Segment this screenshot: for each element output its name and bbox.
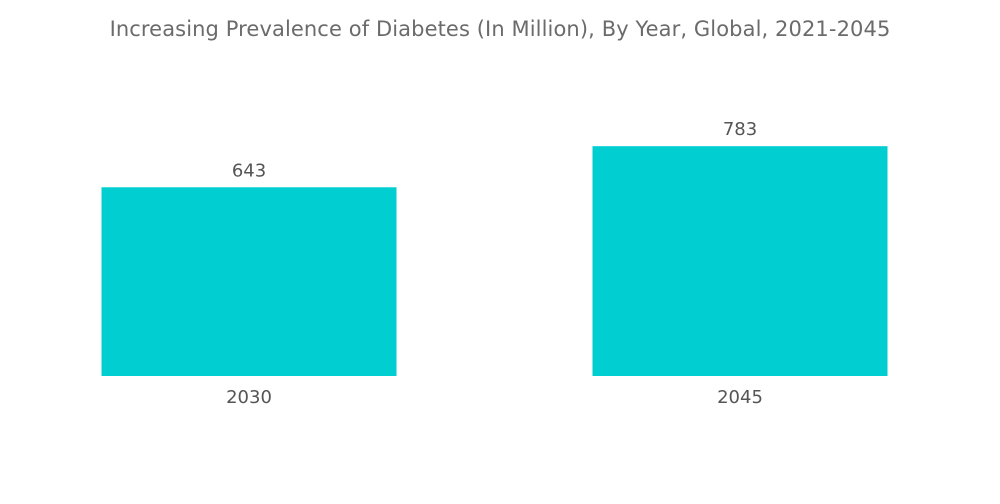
value-label-2045: 783 [723, 119, 757, 140]
x-axis-ticks: 2030 2045 [226, 387, 763, 408]
x-tick-label-2045: 2045 [717, 387, 763, 408]
bar-2045 [592, 146, 888, 376]
value-labels-layer: 643 783 [232, 119, 757, 181]
chart-title: Increasing Prevalence of Diabetes (In Mi… [109, 17, 891, 41]
bar-2030 [101, 187, 397, 376]
x-tick-label-2030: 2030 [226, 387, 272, 408]
bars-layer [101, 146, 888, 376]
value-label-2030: 643 [232, 160, 266, 181]
